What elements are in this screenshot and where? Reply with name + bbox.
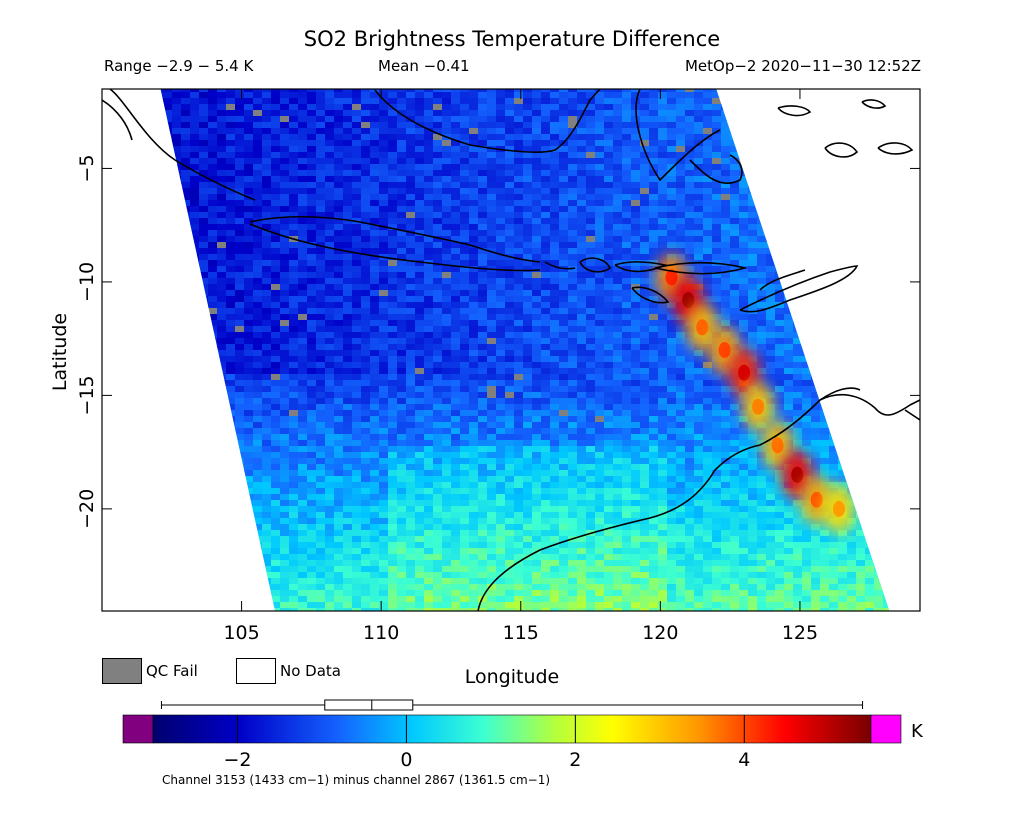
plume-core (696, 319, 709, 336)
coastline-australia-north (819, 387, 861, 401)
colorbar-tick-label: 2 (569, 749, 581, 771)
x-axis: 105 110 115 120 125 (223, 89, 818, 644)
channel-footnote: Channel 3153 (1433 cm−1) minus channel 2… (162, 773, 551, 787)
coastline-sumba (631, 286, 670, 304)
y-tick-label: −10 (76, 262, 98, 302)
coastline-flores (654, 261, 749, 275)
mean-text: Mean −0.41 (378, 57, 470, 75)
x-tick-label: 125 (782, 622, 818, 644)
coastline-borneo (109, 89, 256, 201)
satellite-time-text: MetOp−2 2020−11−30 12:52Z (684, 57, 921, 75)
colorbar-over-swatch (870, 714, 902, 744)
coastline-sulawesi (635, 89, 721, 182)
x-tick-label: 105 (223, 622, 259, 644)
coastline-java-south (249, 223, 541, 272)
coastline-sumbawa (614, 261, 668, 273)
coastline-sulawesi-east (689, 154, 743, 185)
y-tick-label: −5 (76, 154, 98, 182)
colorbar-gradient (152, 714, 872, 744)
y-axis-label: Latitude (49, 312, 71, 392)
plume-core (833, 500, 845, 517)
coastline-bali (544, 261, 576, 270)
coastline-lombok (579, 257, 612, 273)
coastline-island-ne3 (861, 99, 887, 109)
y-tick-label: −15 (76, 375, 98, 415)
y-axis: −5 −10 −15 −20 (76, 154, 920, 529)
colorbar-unit: K (911, 721, 923, 742)
plume-core (718, 342, 731, 358)
swath-heatmap (160, 89, 890, 611)
plume-core (791, 466, 804, 483)
qc-fail-swatch (102, 658, 142, 684)
no-data-swatch (236, 658, 276, 684)
colorbar-tick-label: −2 (223, 749, 251, 771)
so2-plume (655, 253, 855, 533)
plume-core (810, 491, 823, 508)
colorbar-tick-label: 0 (400, 749, 412, 771)
x-tick-label: 115 (503, 622, 539, 644)
coastline-borneo-south (374, 89, 601, 153)
colorbar: −2 0 2 4 (122, 699, 902, 771)
x-tick-label: 120 (642, 622, 678, 644)
colorbar-under-swatch (122, 714, 154, 744)
plume-core (752, 398, 765, 415)
plot-frame (101, 88, 921, 612)
plume-core (665, 269, 678, 286)
coastline-island-ne2 (824, 142, 859, 158)
y-tick-label: −20 (76, 489, 98, 529)
coastline-timor-west (759, 269, 806, 291)
coastlines (102, 89, 920, 611)
colorbar-mean-box (324, 699, 414, 711)
coastline-island-ne1 (777, 105, 812, 117)
chart-title: SO2 Brightness Temperature Difference (303, 27, 721, 51)
qc-fail-label: QC Fail (146, 662, 198, 680)
x-tick-label: 110 (363, 622, 399, 644)
coastline-australia (477, 393, 920, 611)
x-axis-label: Longitude (464, 666, 560, 688)
plume-core (771, 437, 784, 454)
coastline-sumatra (102, 99, 133, 141)
heatmap-cells (160, 89, 890, 611)
coastline-java (249, 215, 541, 263)
coastline-island-se (904, 409, 920, 421)
colorbar-tick-label: 4 (738, 749, 750, 771)
coastline-island-ne4 (877, 142, 914, 155)
plume-core (738, 364, 751, 381)
colorbar-ticks: −2 0 2 4 (223, 715, 750, 771)
coastline-timor (739, 265, 859, 313)
plume-core (682, 292, 695, 309)
no-data-label: No Data (280, 662, 341, 680)
range-text: Range −2.9 − 5.4 K (104, 57, 254, 75)
